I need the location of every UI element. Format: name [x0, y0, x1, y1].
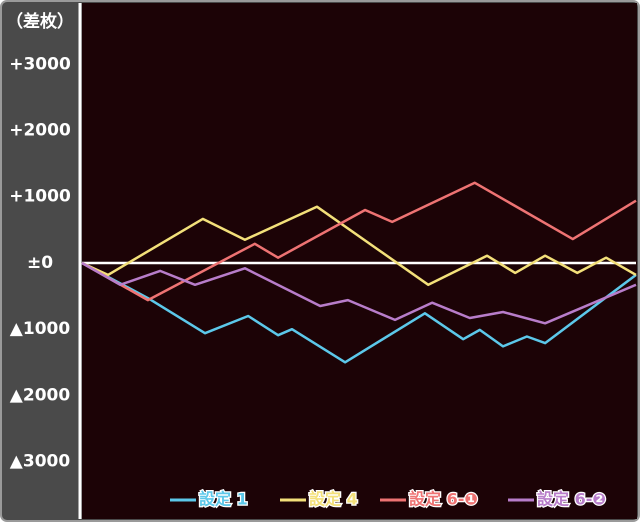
y-tick-label: ▲1000 [10, 319, 71, 339]
chart-title: （差枚） [6, 11, 74, 32]
y-tick-label: +2000 [9, 121, 71, 141]
legend-label: 設定 1 [199, 490, 248, 509]
legend-label: 設定 6-❷ [537, 490, 606, 509]
y-tick-label: ▲2000 [10, 385, 71, 405]
y-tick-label: ±0 [27, 253, 53, 273]
y-tick-label: +1000 [9, 187, 71, 207]
y-tick-label: ▲3000 [10, 452, 71, 472]
series-line [81, 205, 637, 287]
plot-area [82, 3, 637, 519]
series-line [81, 261, 637, 325]
legend-label: 設定 6-❶ [409, 490, 478, 509]
series-line [81, 261, 637, 364]
y-tick-label: +3000 [9, 54, 71, 74]
legend-label: 設定 4 [309, 490, 358, 509]
